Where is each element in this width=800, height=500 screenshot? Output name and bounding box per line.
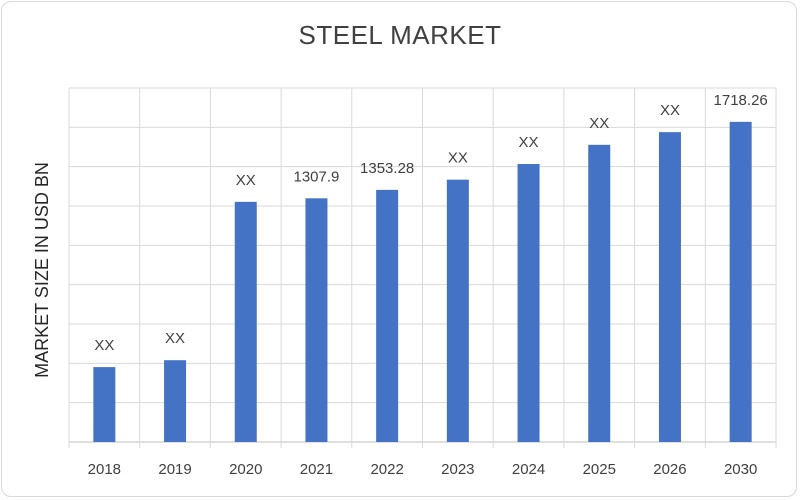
data-label-2022: 1353.28 xyxy=(360,160,414,177)
bar-2030 xyxy=(729,121,752,443)
bar-2019 xyxy=(164,360,187,442)
x-tick-2026: 2026 xyxy=(653,461,686,478)
bar-2018 xyxy=(93,367,116,442)
data-label-2023: XX xyxy=(448,150,468,167)
bar-2023 xyxy=(446,179,469,443)
data-label-2026: XX xyxy=(660,102,680,119)
data-label-2021: 1307.9 xyxy=(294,168,340,185)
x-tick-2023: 2023 xyxy=(441,461,474,478)
bar-2026 xyxy=(658,132,681,442)
bar-2021 xyxy=(305,198,328,442)
x-tick-2022: 2022 xyxy=(370,461,403,478)
data-label-2018: XX xyxy=(94,337,114,354)
x-tick-2025: 2025 xyxy=(583,461,616,478)
data-label-2025: XX xyxy=(589,115,609,132)
data-label-2019: XX xyxy=(165,330,185,347)
bar-2022 xyxy=(376,189,399,442)
x-tick-2019: 2019 xyxy=(158,461,191,478)
data-label-2020: XX xyxy=(236,172,256,189)
x-tick-2024: 2024 xyxy=(512,461,545,478)
chart-title: STEEL MARKET xyxy=(298,20,502,50)
bar-2020 xyxy=(234,201,257,442)
x-tick-2030: 2030 xyxy=(724,461,757,478)
data-label-2024: XX xyxy=(519,134,539,151)
bar-2025 xyxy=(588,144,611,443)
x-tick-2018: 2018 xyxy=(88,461,121,478)
x-tick-2021: 2021 xyxy=(300,461,333,478)
x-tick-2020: 2020 xyxy=(229,461,262,478)
data-label-2030: 1718.26 xyxy=(714,92,768,109)
bar-2024 xyxy=(517,164,540,442)
